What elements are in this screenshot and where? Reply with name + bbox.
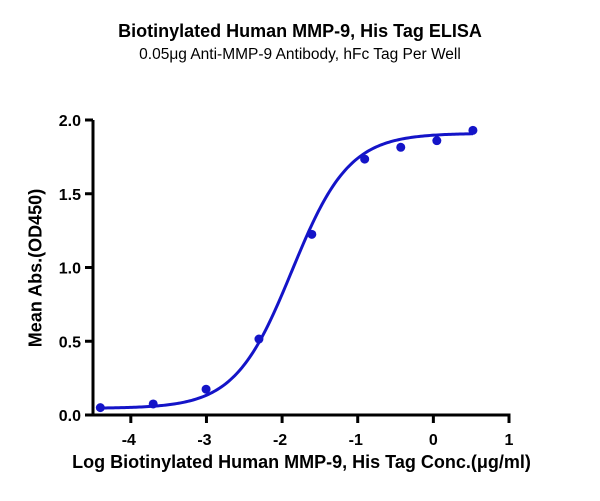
x-tick-label: -4 [122,432,136,449]
x-tick-label: -3 [197,432,211,449]
x-tick-label: 0 [429,432,438,449]
y-tick-label: 2.0 [59,113,81,130]
data-point [307,229,317,239]
chart-title: Biotinylated Human MMP-9, His Tag ELISA [118,21,482,41]
data-point [468,125,478,135]
y-tick-label: 1.0 [59,261,81,278]
fit-curve-path [100,132,473,410]
fit-curve [100,132,473,410]
data-points [95,125,478,413]
data-point [360,154,370,164]
y-tick-label: 0.0 [59,408,81,425]
data-point [432,136,442,146]
x-tick-label: -1 [349,432,363,449]
y-tick-label: 1.5 [59,187,81,204]
chart-subtitle: 0.05μg Anti-MMP-9 Antibody, hFc Tag Per … [139,46,461,63]
data-point [95,403,105,413]
data-point [201,384,211,394]
axes: 0.0 0.5 1.0 1.5 2.0 -4 -3 -2 -1 0 1 [59,113,514,449]
y-tick-label: 0.5 [59,334,81,351]
x-tick-label: 1 [505,432,514,449]
x-tick-label: -2 [273,432,287,449]
data-point [148,399,158,409]
data-point [254,334,264,344]
x-axis-label: Log Biotinylated Human MMP-9, His Tag Co… [72,452,531,472]
data-point [396,142,406,152]
